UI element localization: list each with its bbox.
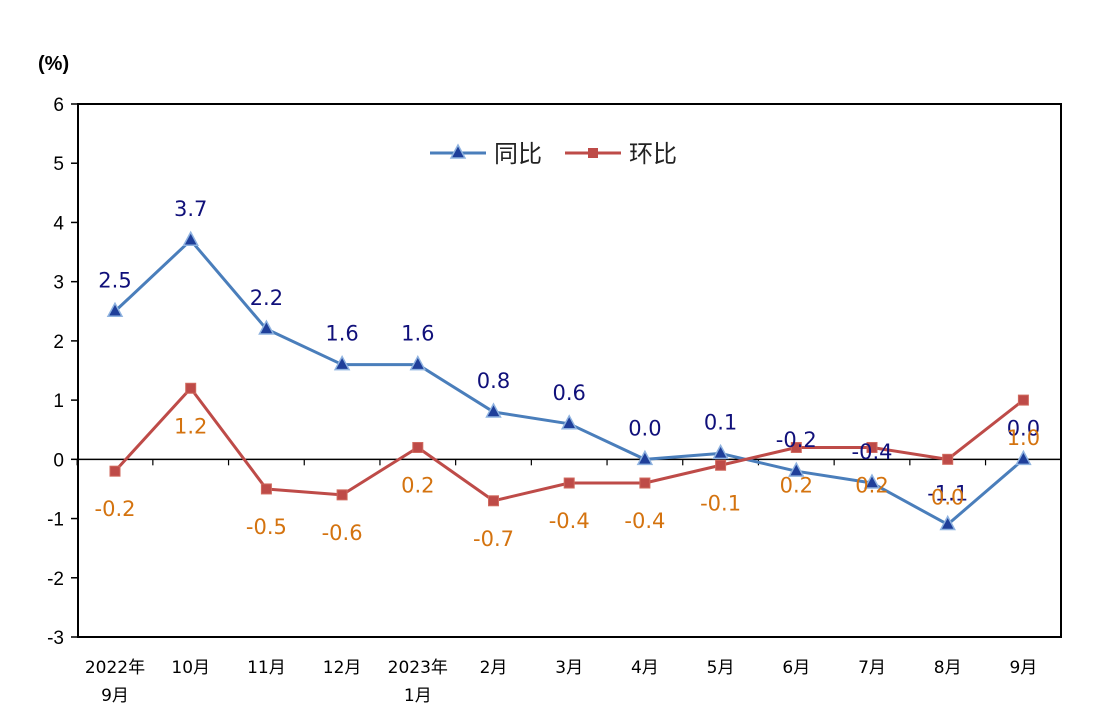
- data-label-yoy: -1.1: [927, 481, 968, 505]
- legend-label-yoy: 同比: [494, 140, 542, 168]
- y-axis-unit-label: (%): [38, 53, 69, 75]
- data-point-triangle: [863, 473, 881, 489]
- data-label-mom: -0.4: [624, 509, 665, 533]
- y-tick-label: -1: [47, 510, 64, 531]
- data-label-mom: -0.6: [322, 521, 363, 545]
- data-point-triangle: [939, 514, 956, 531]
- data-point-triangle: [106, 301, 124, 318]
- x-tick-label: 12月: [323, 658, 362, 678]
- data-point-square: [260, 483, 272, 495]
- data-point-square: [412, 441, 424, 453]
- data-point-triangle: [409, 354, 427, 371]
- data-point-square: [715, 459, 727, 471]
- legend-marker-triangle: [449, 143, 467, 159]
- y-tick-label: -2: [47, 569, 64, 590]
- data-label-yoy: 0.0: [628, 416, 661, 440]
- legend: 同比 环比: [430, 140, 677, 168]
- data-label-mom: 0.2: [780, 473, 813, 497]
- data-point-square: [488, 495, 499, 507]
- y-tick-label: 6: [53, 95, 64, 116]
- x-tick-label: 6月: [782, 658, 810, 678]
- y-axis: 6 5 4 3 2 1 0 -1 -2 -3: [47, 95, 78, 649]
- y-tick-label: 2: [53, 332, 64, 353]
- y-tick-label: 0: [53, 450, 64, 471]
- y-tick-label: 1: [53, 391, 64, 412]
- y-tick-label: 3: [53, 273, 64, 294]
- x-tick-label: 10月: [171, 658, 210, 678]
- data-point-triangle: [712, 443, 729, 460]
- x-tick-label: 5月: [707, 658, 735, 678]
- legend-marker-square: [588, 148, 598, 158]
- data-label-mom: -0.5: [246, 515, 287, 539]
- data-label-yoy: -0.2: [776, 428, 817, 452]
- data-label-mom: -0.1: [700, 491, 741, 515]
- data-point-square: [185, 382, 197, 394]
- x-tick-label: 7月: [858, 658, 886, 678]
- legend-label-mom: 环比: [629, 140, 677, 168]
- data-label-mom: 0.2: [855, 473, 888, 497]
- data-point-square: [563, 477, 575, 489]
- data-label-mom: -0.7: [473, 527, 514, 551]
- data-point-triangle: [485, 402, 502, 418]
- data-label-yoy: 1.6: [325, 322, 358, 346]
- data-label-yoy: 0.1: [704, 410, 737, 434]
- y-tick-label: 4: [53, 213, 64, 234]
- data-label-yoy: 3.7: [174, 197, 207, 221]
- data-label-yoy: 2.5: [98, 268, 131, 292]
- x-tick-label: 3月: [555, 658, 583, 678]
- x-tick-label: 2月: [480, 658, 508, 678]
- data-label-mom: 1.0: [1007, 426, 1040, 450]
- data-point-square: [1017, 394, 1029, 406]
- data-label-yoy: 0.0: [1007, 416, 1040, 440]
- data-point-square: [109, 465, 121, 477]
- x-axis: 2022年 9月 10月 11月 12月 2023年 1月 2月 3月 4月 5月 6月 7月 8月 9月: [76, 458, 1062, 706]
- data-label-yoy: -0.4: [852, 440, 893, 464]
- data-labels-layer: 2.53.72.21.6 1.60.8 0.60.0 0.1-0.2 -0.4-1.10…: [95, 197, 1041, 551]
- data-label-yoy: 1.6: [401, 322, 434, 346]
- x-tick-label: 4月: [631, 658, 659, 678]
- data-point-triangle: [1015, 449, 1032, 466]
- data-label-yoy: 0.8: [477, 369, 510, 393]
- series-layer: [106, 230, 1032, 531]
- data-label-mom: -0.4: [549, 509, 590, 533]
- data-point-square: [790, 441, 802, 453]
- data-point-triangle: [333, 354, 351, 371]
- data-label-mom: -0.2: [95, 497, 136, 521]
- y-tick-label: -3: [47, 628, 64, 649]
- data-label-yoy: 0.6: [552, 381, 585, 405]
- x-tick-label: 8月: [934, 658, 962, 678]
- data-label-mom: 1.2: [174, 414, 207, 438]
- data-label-mom: 0.2: [401, 473, 434, 497]
- data-label-yoy: 2.2: [250, 286, 283, 310]
- y-tick-label: 5: [53, 154, 64, 175]
- data-point-triangle: [788, 461, 805, 477]
- data-point-square: [866, 441, 878, 453]
- x-tick-label: 2023年 1月: [388, 658, 448, 706]
- data-point-triangle: [560, 414, 578, 430]
- data-point-square: [336, 489, 348, 501]
- x-tick-label: 2022年 9月: [85, 658, 145, 706]
- data-point-triangle: [182, 230, 199, 246]
- data-point-square: [942, 453, 954, 465]
- data-point-square: [639, 477, 651, 489]
- x-tick-label: 9月: [1009, 658, 1037, 678]
- plot-area: [77, 103, 1062, 638]
- data-label-mom: 0.0: [931, 485, 964, 509]
- x-tick-label: 11月: [247, 658, 286, 678]
- data-point-triangle: [258, 319, 275, 335]
- data-point-triangle: [636, 449, 654, 466]
